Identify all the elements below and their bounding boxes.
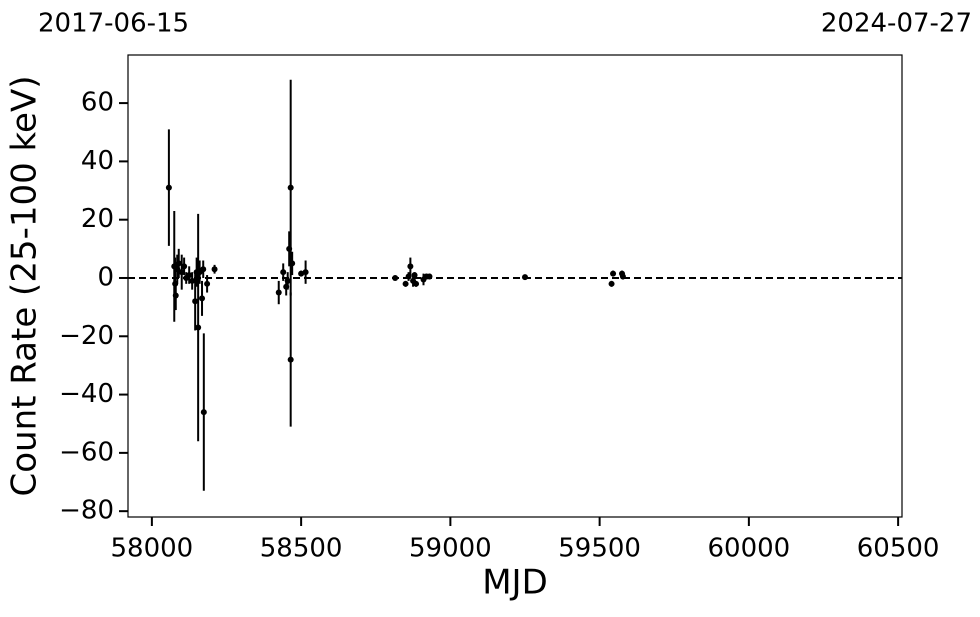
y-tick-label: 40 [81, 146, 114, 176]
data-point [199, 295, 206, 302]
data-point [200, 409, 207, 416]
data-point [302, 269, 309, 276]
y-tick-label: 0 [97, 262, 114, 292]
data-point [608, 280, 615, 287]
y-tick-label: 20 [81, 204, 114, 234]
data-point [204, 280, 211, 287]
data-point [411, 272, 418, 279]
x-tick-label: 59000 [409, 534, 492, 564]
data-point [619, 273, 626, 280]
data-point [426, 273, 433, 280]
data-point [287, 356, 294, 363]
y-axis-label: Count Rate (25-100 keV) [5, 76, 45, 497]
end-date: 2024-07-27 [821, 9, 972, 39]
x-tick-label: 58500 [260, 534, 343, 564]
x-tick-label: 60000 [708, 534, 791, 564]
data-point [172, 292, 179, 299]
data-point [192, 298, 199, 305]
plot-frame [127, 54, 903, 518]
x-tick-label: 59500 [558, 534, 641, 564]
data-point [189, 277, 196, 284]
data-point [200, 266, 207, 273]
data-point [284, 277, 291, 284]
data-point [165, 184, 172, 191]
y-tick-label: −60 [59, 437, 114, 467]
x-axis-label: MJD [482, 563, 548, 603]
data-point [402, 280, 409, 287]
x-tick-label: 60500 [857, 534, 940, 564]
data-point [289, 260, 296, 267]
data-point [413, 280, 420, 287]
data-point [280, 269, 287, 276]
data-point [407, 263, 414, 270]
data-point [195, 324, 202, 331]
data-point [275, 289, 282, 296]
y-tick-label: −40 [59, 379, 114, 409]
data-point [392, 274, 399, 281]
data-point [175, 260, 182, 267]
data-point [521, 274, 528, 281]
data-point [610, 270, 617, 277]
y-tick-label: −20 [59, 321, 114, 351]
y-tick-label: −80 [59, 496, 114, 526]
data-point [181, 263, 188, 270]
data-point [211, 266, 218, 273]
data-point [287, 184, 294, 191]
start-date: 2017-06-15 [38, 9, 189, 39]
x-tick-label: 58000 [111, 534, 194, 564]
y-tick-label: 60 [81, 88, 114, 118]
data-point [186, 272, 193, 279]
